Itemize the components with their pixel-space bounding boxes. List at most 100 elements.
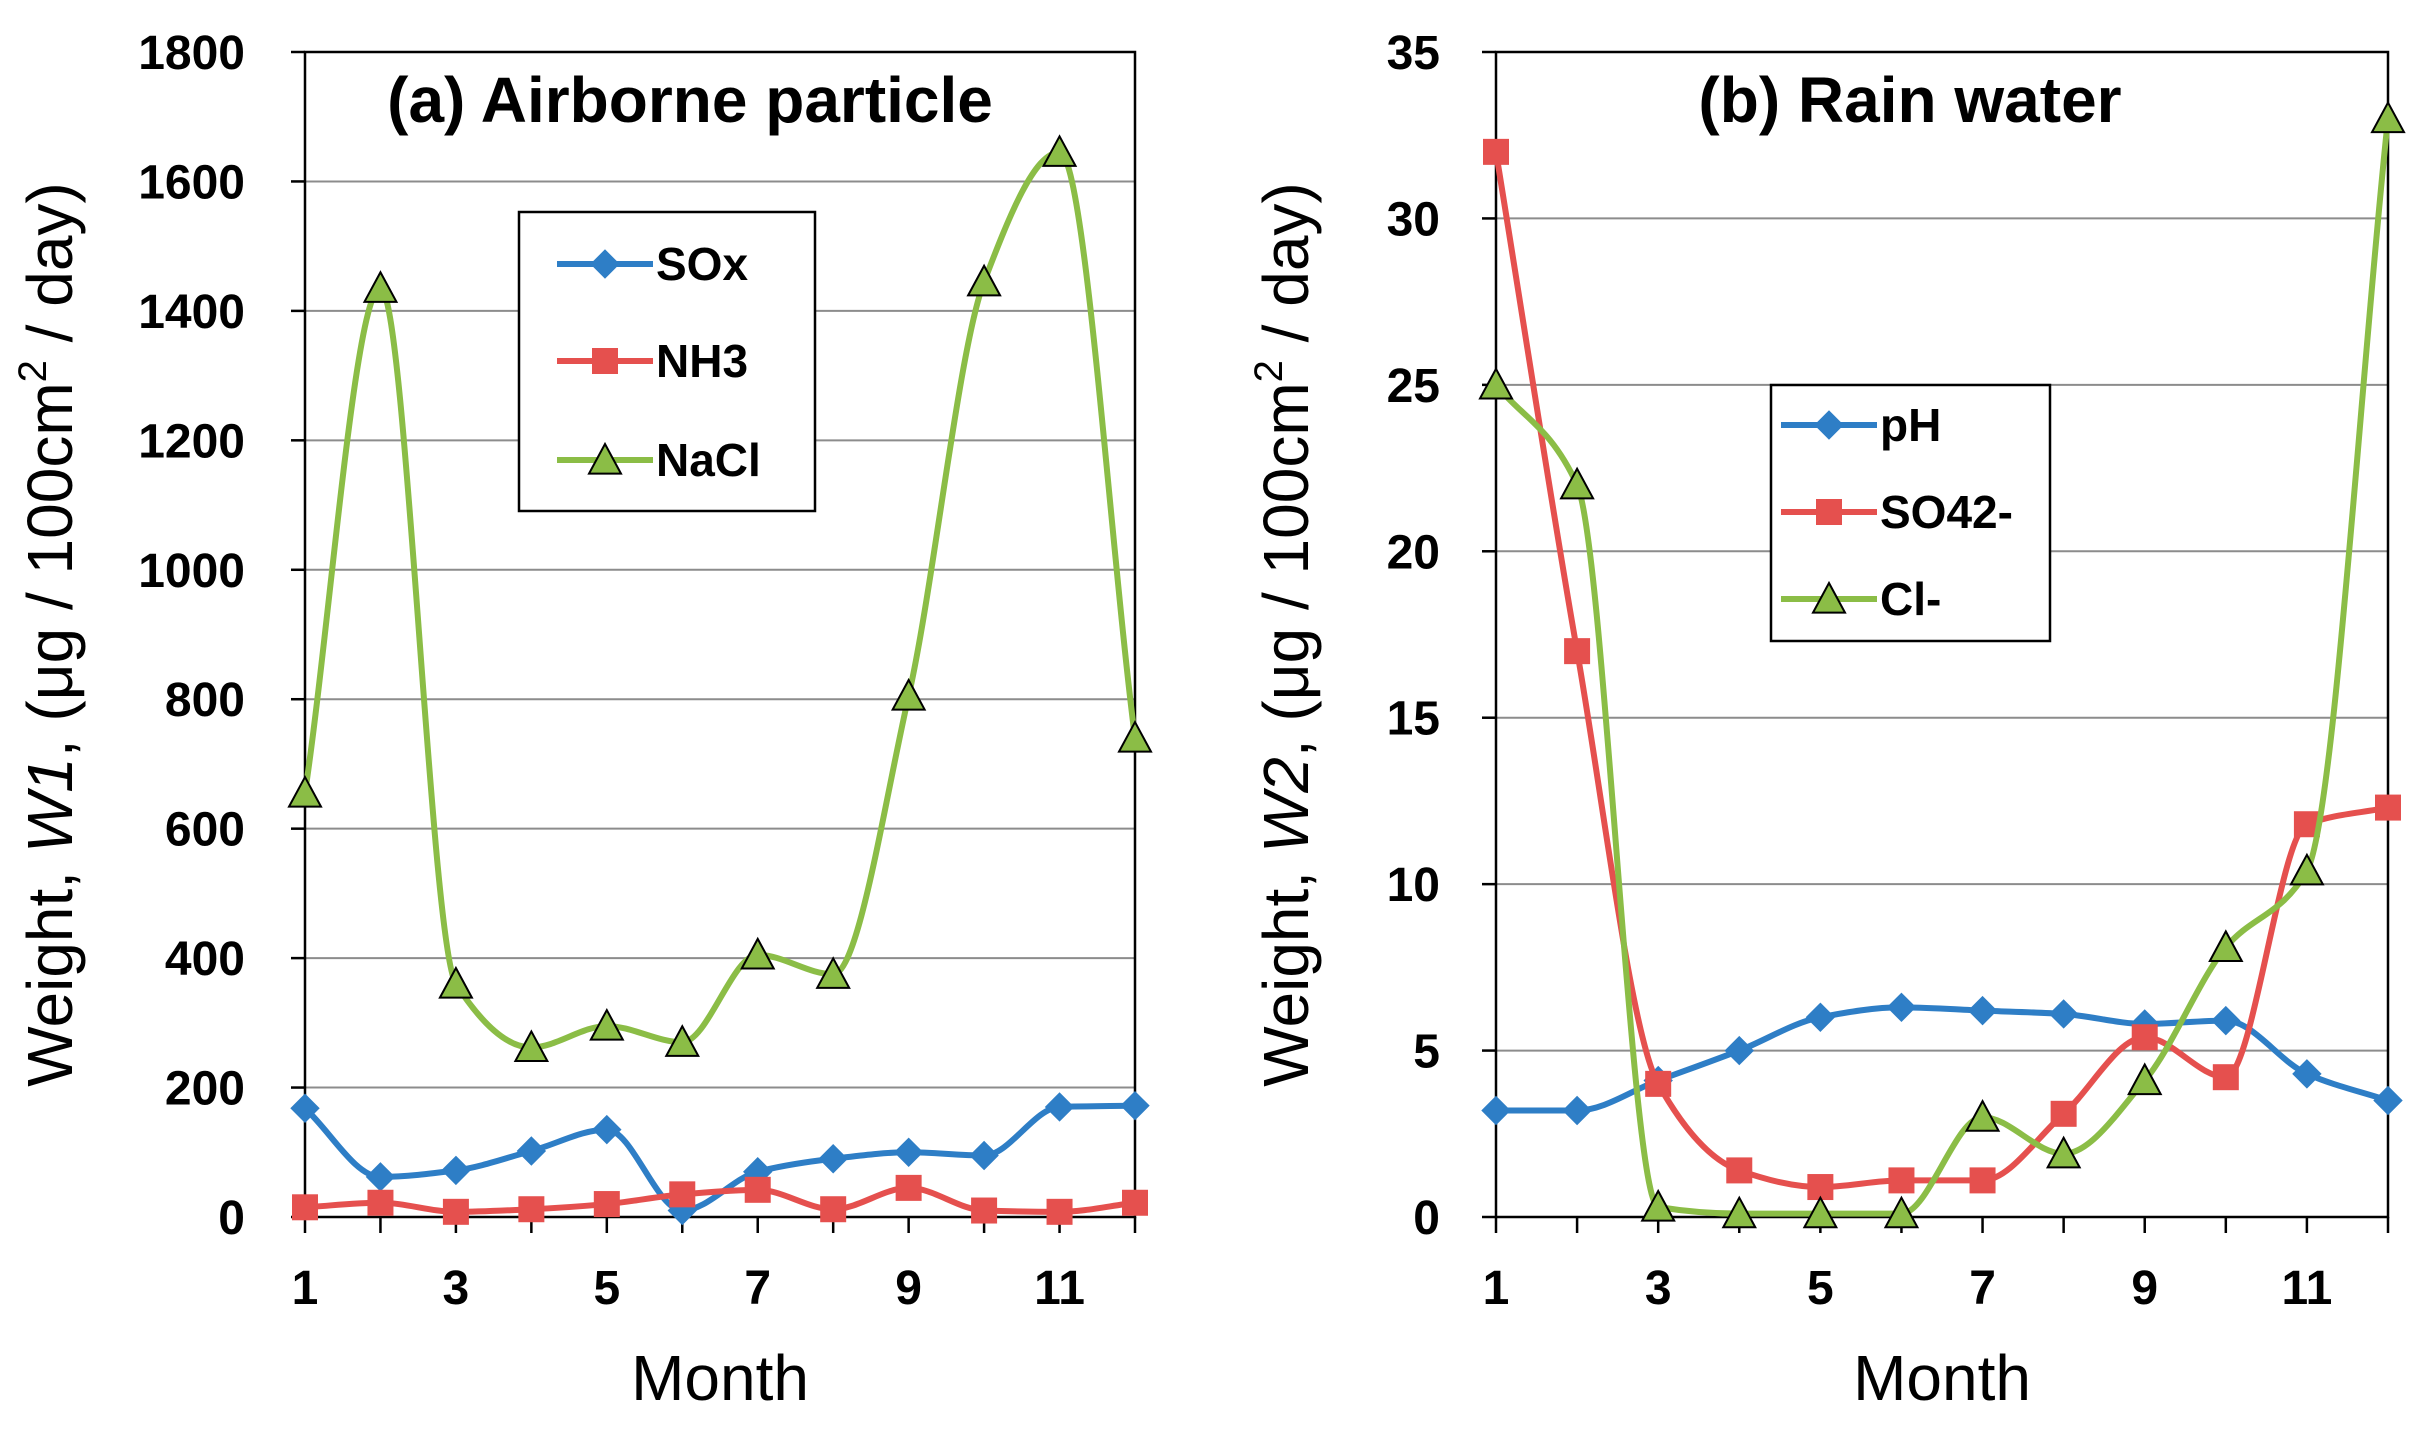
x-axis-label: Month — [1853, 1342, 2031, 1414]
data-point-nacl-5 — [589, 1007, 625, 1041]
y-tick-label: 600 — [165, 804, 245, 857]
chart-panel-a: 0 200 400 600 800 1000 1200 1400 1600 1800 1 3 5 7 9 11… — [11, 27, 1153, 1414]
data-point-nh3-6 — [669, 1181, 696, 1208]
legend-marker — [592, 348, 618, 374]
series-nh3 — [292, 1174, 1148, 1225]
legend-label: NH3 — [656, 335, 748, 387]
data-point-ph-8 — [2048, 999, 2079, 1029]
data-point-sox-9 — [893, 1137, 924, 1167]
plot-area — [303, 50, 1137, 1219]
data-point-nacl-8 — [815, 956, 851, 989]
legend-item-nacl: NaCl — [557, 434, 761, 486]
data-point-nacl-4 — [513, 1029, 550, 1063]
legend-item-so42: SO42- — [1781, 486, 2013, 538]
legend-label: SO42- — [1880, 486, 2013, 538]
data-point-so42-9 — [2131, 1024, 2158, 1051]
data-point-cl-6 — [1883, 1195, 1920, 1229]
legend-marker — [1814, 410, 1844, 440]
y-axis-label-text: Weight, — [14, 853, 86, 1087]
x-tick-label: 5 — [1807, 1262, 1834, 1315]
x-tick-label: 11 — [1034, 1262, 1085, 1315]
data-point-so42-3 — [1645, 1070, 1672, 1097]
y-tick-label: 10 — [1387, 859, 1440, 912]
data-point-nh3-5 — [593, 1191, 620, 1218]
chart-title: (a) Airborne particle — [387, 64, 993, 136]
y-tick-label: 200 — [165, 1063, 245, 1116]
y-axis-label-variable: W2 — [1250, 757, 1322, 853]
x-tick-label: 9 — [2131, 1262, 2158, 1315]
data-point-nacl-2 — [362, 270, 399, 303]
legend-label: SOx — [656, 238, 748, 290]
y-tick-label: 35 — [1387, 27, 1440, 80]
y-axis-label-superscript: 2 — [1247, 360, 1291, 382]
data-point-cl-10 — [2208, 929, 2244, 962]
series-cl — [1478, 100, 2406, 1229]
data-point-so42-2 — [1564, 638, 1591, 665]
series-line-cl — [1493, 118, 2391, 1217]
data-point-sox-5 — [592, 1114, 622, 1145]
y-tick-label: 0 — [218, 1192, 245, 1245]
data-point-nh3-4 — [518, 1196, 545, 1223]
data-point-nh3-9 — [895, 1174, 922, 1201]
data-point-so42-4 — [1726, 1157, 1753, 1184]
data-point-cl-7 — [1964, 1099, 2001, 1132]
data-point-so42-10 — [2212, 1064, 2239, 1091]
data-point-sox-2 — [365, 1162, 396, 1192]
y-tick-label: 1400 — [138, 286, 245, 339]
data-point-ph-4 — [1724, 1035, 1754, 1066]
y-tick-label: 400 — [165, 933, 245, 986]
data-point-nh3-11 — [1046, 1198, 1073, 1225]
data-point-nh3-7 — [744, 1176, 771, 1203]
data-point-cl-1 — [1478, 366, 1514, 400]
y-axis-label-text: Weight, — [1250, 853, 1322, 1087]
x-tick-label: 5 — [593, 1262, 620, 1315]
x-tick-label: 7 — [1969, 1262, 1996, 1315]
data-point-cl-8 — [2045, 1135, 2082, 1169]
legend-label: NaCl — [656, 434, 761, 486]
y-tick-label: 0 — [1413, 1192, 1440, 1245]
data-point-cl-3 — [1640, 1188, 1676, 1222]
y-tick-label: 800 — [165, 674, 245, 727]
data-point-sox-11 — [1044, 1092, 1075, 1122]
data-point-nh3-12 — [1122, 1189, 1148, 1216]
x-tick-label: 3 — [443, 1262, 470, 1315]
legend-marker — [590, 249, 620, 279]
y-tick-label: 25 — [1387, 360, 1440, 413]
y-axis-label-tail: / day) — [14, 182, 86, 360]
y-axis-label-variable: W1 — [14, 757, 86, 853]
data-point-nacl-3 — [438, 965, 474, 999]
data-point-sox-12 — [1120, 1090, 1150, 1121]
data-point-ph-7 — [1967, 995, 1998, 1026]
data-point-nh3-1 — [292, 1194, 318, 1221]
legend-item-nh3: NH3 — [557, 335, 748, 387]
series-nacl — [287, 134, 1153, 1063]
y-tick-label: 1800 — [138, 27, 245, 80]
legend-marker — [1811, 580, 1847, 614]
data-point-nacl-7 — [740, 936, 776, 970]
x-axis-label: Month — [631, 1342, 809, 1414]
legend: pH SO42- Cl- — [1769, 383, 2052, 643]
y-axis-label-tail: / day) — [1250, 182, 1322, 360]
data-point-sox-8 — [818, 1144, 848, 1174]
series-line-sox — [302, 1102, 1136, 1214]
y-tick-label: 20 — [1387, 526, 1440, 579]
data-point-cl-5 — [1802, 1195, 1839, 1229]
data-point-sox-4 — [516, 1136, 547, 1166]
legend-item-ph: pH — [1781, 399, 1941, 451]
x-tick-label: 3 — [1645, 1262, 1672, 1315]
data-point-cl-9 — [2127, 1062, 2163, 1096]
chart-title: (b) Rain water — [1698, 64, 2121, 136]
series-ph — [1481, 992, 2403, 1126]
x-tick-label: 7 — [744, 1262, 771, 1315]
x-tick-label: 11 — [2282, 1262, 2333, 1315]
data-point-nacl-10 — [966, 263, 1002, 297]
y-tick-label: 5 — [1413, 1026, 1440, 1079]
legend-label: pH — [1880, 399, 1941, 451]
data-point-nacl-9 — [890, 677, 927, 711]
legend-marker — [1816, 499, 1842, 525]
data-point-ph-5 — [1805, 1002, 1836, 1032]
data-point-so42-7 — [1969, 1167, 1996, 1194]
y-tick-label: 30 — [1387, 193, 1440, 246]
y-axis-label-superscript: 2 — [11, 360, 55, 382]
